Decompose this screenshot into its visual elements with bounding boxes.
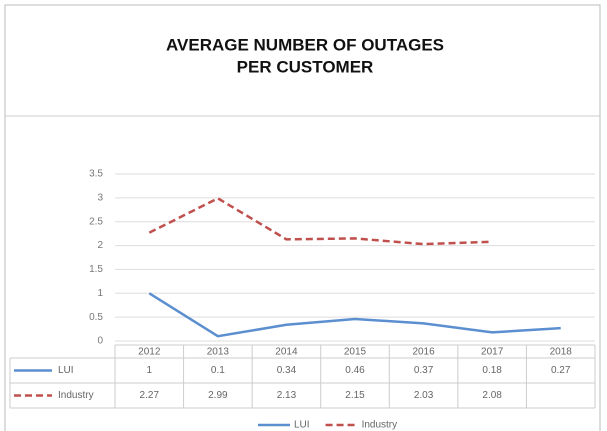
- x-tick-label: 2012: [138, 347, 161, 358]
- y-tick-label: 3.5: [89, 169, 103, 180]
- y-tick-label: 1.5: [89, 264, 103, 275]
- y-tick-label: 2.5: [89, 216, 103, 227]
- table-cell: 2.08: [482, 390, 502, 401]
- table-cell: 0.1: [211, 365, 225, 376]
- chart-title: AVERAGE NUMBER OF OUTAGES: [166, 35, 444, 54]
- table-row-label: LUI: [58, 365, 74, 376]
- x-tick-label: 2015: [344, 347, 367, 358]
- table-cell: 0.18: [482, 365, 502, 376]
- legend-label: LUI: [294, 420, 310, 431]
- table-cell: 0.37: [414, 365, 434, 376]
- x-tick-label: 2018: [550, 347, 573, 358]
- legend-label: Industry: [362, 420, 398, 431]
- table-row-label: Industry: [58, 390, 94, 401]
- series-line: [148, 196, 493, 246]
- series-line: [148, 292, 561, 338]
- y-tick-label: 0: [97, 336, 103, 347]
- x-tick-label: 2013: [207, 347, 230, 358]
- y-tick-label: 0.5: [89, 312, 103, 323]
- table-cell: 2.03: [414, 390, 434, 401]
- table-cell: 0.34: [277, 365, 297, 376]
- x-tick-label: 2016: [412, 347, 435, 358]
- y-tick-label: 2: [97, 240, 103, 251]
- table-cell: 2.99: [208, 390, 228, 401]
- y-tick-label: 1: [97, 288, 103, 299]
- table-cell: 2.15: [345, 390, 365, 401]
- chart-title: PER CUSTOMER: [237, 57, 374, 76]
- table-cell: 0.46: [345, 365, 365, 376]
- table-cell: 0.27: [551, 365, 571, 376]
- x-tick-label: 2017: [481, 347, 504, 358]
- table-cell: 1: [147, 365, 153, 376]
- x-tick-label: 2014: [275, 347, 298, 358]
- y-tick-label: 3: [97, 192, 103, 203]
- table-cell: 2.13: [277, 390, 297, 401]
- frame: [4, 4, 601, 431]
- table-cell: 2.27: [140, 390, 160, 401]
